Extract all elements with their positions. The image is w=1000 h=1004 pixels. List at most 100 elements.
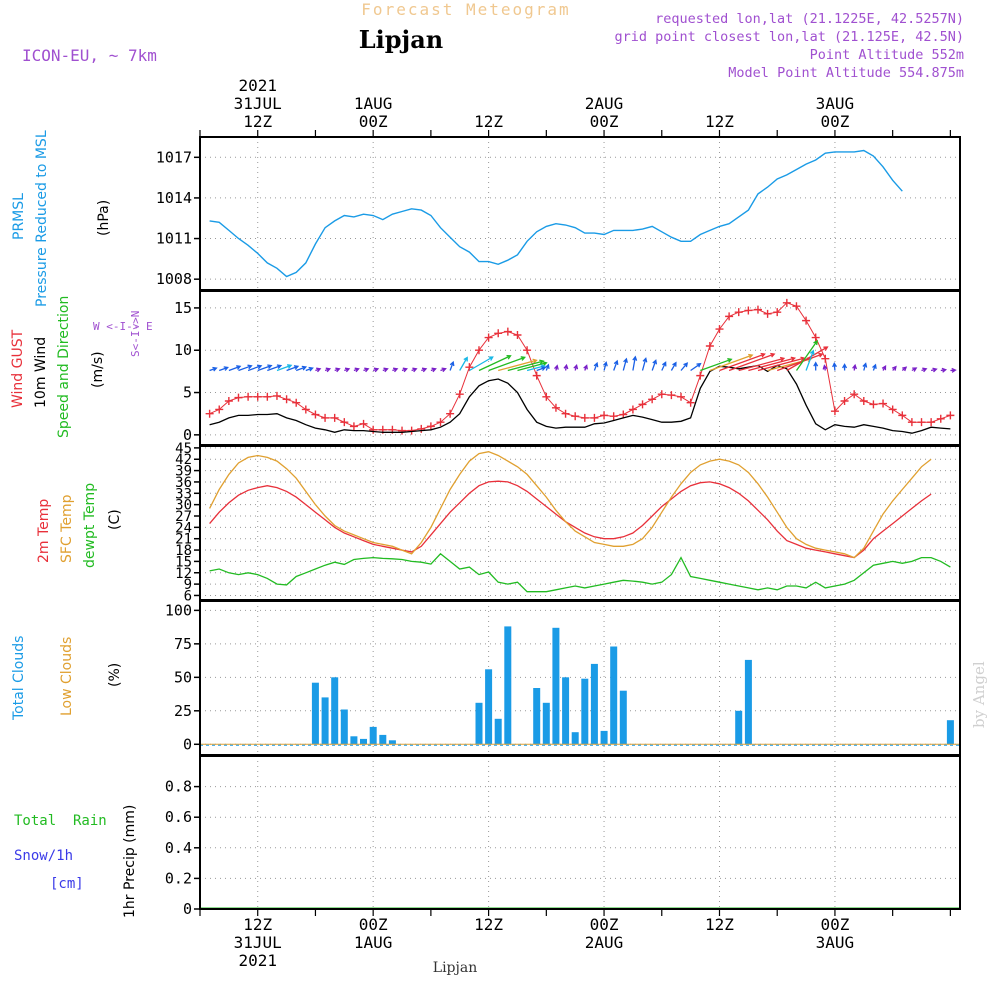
y-tick-label: 1017 [156, 148, 192, 166]
temp-2m-line [209, 480, 932, 559]
wind-direction-arrow [372, 367, 380, 373]
wind-gust-marker [321, 413, 330, 422]
wind-gust-marker [638, 400, 647, 409]
wind-direction-arrow [709, 353, 754, 372]
wind-direction-arrow [881, 365, 887, 371]
wind-direction-arrow [641, 357, 648, 371]
y-tick-label: 33 [175, 486, 192, 502]
wind-direction-arrow [478, 354, 512, 372]
wind-unit: (m/s) [90, 351, 106, 388]
x-tick-label-top: 1AUG [354, 94, 393, 113]
wind-direction-arrow [544, 363, 550, 371]
wind-direction-arrow [757, 356, 806, 372]
wind-gust-marker [417, 424, 426, 433]
x-tick-label-top: 12Z [474, 112, 503, 131]
clouds-unit: (%) [107, 663, 123, 687]
wind-gust-marker [734, 308, 743, 317]
wind-gust-marker [349, 422, 358, 431]
wind-direction-arrow [700, 358, 733, 372]
temp-dew-label: dewpt Temp [82, 483, 98, 568]
x-tick-label-top: 12Z [243, 112, 272, 131]
y-tick-label: 39 [175, 464, 192, 480]
wind-gust-marker [917, 418, 926, 427]
y-tick-label: 25 [174, 702, 192, 720]
wind-direction-arrow [449, 360, 455, 371]
wind-direction-arrow [563, 363, 569, 371]
wind-gust-marker [513, 331, 522, 339]
y-tick-label: 0.4 [165, 839, 192, 857]
cloud-bar [369, 726, 377, 745]
cloud-bar [533, 688, 541, 745]
wind-gust-marker [494, 329, 503, 338]
wind-gust-marker [561, 409, 570, 418]
cloud-bar [504, 626, 512, 745]
wind-gust-marker [946, 411, 955, 420]
cloud-bar [388, 740, 396, 745]
cloud-bar [340, 709, 348, 745]
wind-direction-arrow [891, 365, 897, 371]
cloud-bar [552, 627, 560, 745]
wind-direction-arrow [305, 366, 314, 372]
clouds-total-label: Total Clouds [11, 636, 27, 721]
wind-direction-arrow [940, 367, 948, 373]
wind-direction-arrow [738, 356, 786, 372]
wind-direction-arrow [238, 364, 253, 372]
temp-sfc-label: SFC Temp [59, 494, 75, 563]
wind-direction-arrow [680, 362, 689, 371]
wind-gust-marker [484, 333, 493, 342]
wind-gust-marker [840, 397, 849, 405]
wind-gust-marker [340, 418, 349, 427]
wind-direction-arrow [603, 361, 608, 371]
wind-gust-marker [244, 392, 253, 401]
pressure-unit: (hPa) [96, 200, 112, 236]
wind-direction-arrow [786, 346, 829, 372]
wind-gust-marker [888, 405, 897, 414]
y-tick-label: 24 [175, 520, 192, 536]
wind-speed-line [209, 364, 951, 434]
wind-direction-arrow [872, 363, 877, 371]
point-altitude: Point Altitude 552m [810, 47, 964, 63]
wind-direction-arrow [286, 365, 300, 372]
plot-layer [200, 149, 960, 909]
compass-sn: S<-I->N [129, 311, 142, 357]
wind-direction-arrow [795, 339, 818, 371]
y-tick-label: 15 [175, 554, 192, 570]
wind-direction-arrow [950, 367, 957, 373]
temp-labels: 2m Temp SFC Temp dewpt Temp (C) [36, 483, 123, 568]
y-tick-label: 0 [183, 426, 192, 444]
x-tick-label-bottom: 00Z [359, 915, 388, 934]
wind-gust-marker [811, 333, 820, 342]
cloud-bar [379, 734, 387, 745]
wind-direction-arrow [401, 367, 408, 373]
x-tick-label-top: 00Z [590, 112, 619, 131]
y-tick-label: 0 [183, 900, 192, 918]
wind-direction-arrow [430, 367, 437, 373]
wind-direction-arrow [267, 364, 283, 372]
cloud-bar [610, 646, 618, 745]
frame-layer [199, 136, 961, 910]
wind-gust-marker [792, 302, 801, 311]
grid-point-coords: grid point closest lon,lat (21.125E, 42.… [615, 29, 965, 45]
cloud-bar [311, 682, 319, 745]
pressure-labels: PRMSL Pressure Reduced to MSL (hPa) [11, 130, 112, 307]
wind-gust-marker [426, 422, 435, 431]
y-tick-label: 6 [184, 588, 192, 604]
panel-frame-precip [199, 755, 961, 910]
wind-direction-arrow [324, 367, 332, 373]
wind-direction-arrow [228, 365, 242, 372]
cloud-bar [590, 663, 598, 745]
wind-gust-marker [744, 306, 753, 315]
wind-direction-arrow [852, 363, 858, 371]
wind-gust-line [209, 302, 951, 432]
y-tick-label: 10 [174, 341, 192, 359]
y-tick-label: 36 [175, 475, 192, 491]
wind-gust-marker [763, 309, 772, 318]
wind-gust-marker [263, 392, 272, 401]
y-tick-label: 45 [175, 441, 192, 457]
cloud-bar [360, 738, 367, 745]
cloud-bar [350, 736, 358, 745]
requested-coords: requested lon,lat (21.1225E, 42.5257N) [655, 11, 964, 27]
watermark: by Angel [970, 661, 988, 728]
cloud-bar [331, 677, 339, 745]
